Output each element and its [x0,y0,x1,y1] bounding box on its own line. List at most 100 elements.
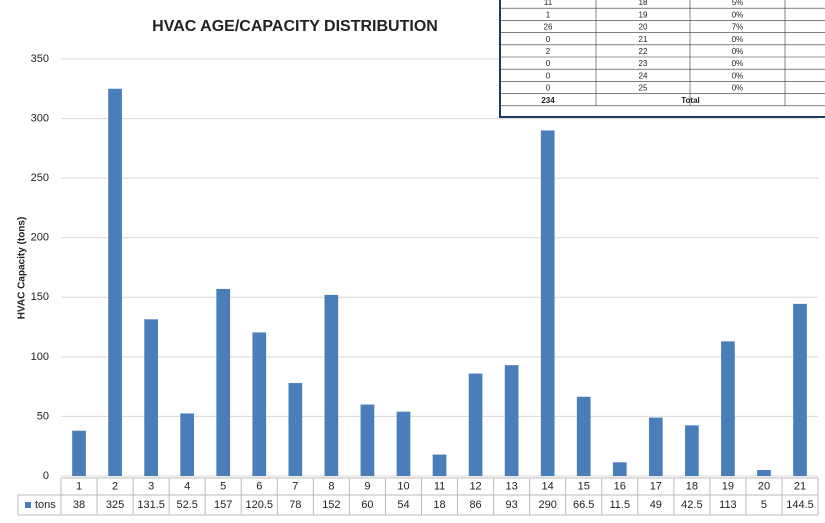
bar [540,130,555,476]
y-tick-label: 250 [31,172,49,184]
x-tick-label: 17 [650,480,662,492]
data-table-value: 66.5 [573,499,594,511]
data-table-value: 325 [106,499,124,511]
x-tick-label: 12 [469,480,481,492]
x-tick-label: 15 [578,480,590,492]
bar [432,454,447,476]
bar [576,396,591,476]
x-tick-label: 14 [542,480,554,492]
overlay-cell: 5% [732,0,744,7]
overlay-cell: 0% [732,10,744,19]
bar [144,319,158,476]
data-table-value: 49 [650,499,662,511]
overlay-cell: 21 [639,35,648,44]
x-tick-label: 7 [292,480,298,492]
overlay-cell: Total [681,96,700,105]
data-table-value: 120.5 [246,499,274,511]
overlay-bg [499,0,825,118]
x-tick-label: 18 [686,480,698,492]
x-tick-label: 5 [220,480,226,492]
x-tick-label: 10 [397,480,409,492]
bar [252,332,267,476]
overlay-cell: 25 [639,84,648,93]
bar [685,425,699,476]
data-table-value: 38 [73,499,85,511]
x-tick-label: 20 [758,480,770,492]
y-tick-label: 0 [43,470,49,482]
overlay-cell: 19 [639,10,648,19]
bar [108,88,122,477]
x-tick-label: 6 [256,480,262,492]
data-table-value: 5 [761,499,767,511]
bar [612,462,627,476]
overlay-cell: 7% [732,23,744,32]
bar [288,383,303,476]
y-axis-title: HVAC Capacity (tons) [17,217,28,320]
legend-label: tons [35,499,56,511]
data-table-value: 60 [361,499,373,511]
x-tick-label: 19 [722,480,734,492]
x-tick-label: 13 [506,480,518,492]
data-table-value: 131.5 [137,499,165,511]
overlay-cell: 0% [732,71,744,80]
overlay-cell: 20 [639,23,648,32]
bar [648,417,663,476]
overlay-cell: 1 [546,10,551,19]
bar [72,430,86,476]
x-tick-label: 2 [112,480,118,492]
x-tick-label: 21 [794,480,806,492]
x-tick-label: 9 [364,480,370,492]
y-tick-label: 350 [31,53,49,65]
data-table-value: 18 [433,499,445,511]
data-table-value: 93 [506,499,518,511]
x-tick-label: 1 [76,480,82,492]
chart-title: HVAC AGE/CAPACITY DISTRIBUTION [152,18,438,35]
overlay-cell: 0% [732,84,744,93]
data-table-value: 144.5 [786,499,814,511]
y-tick-label: 150 [31,291,49,303]
overlay-cell: 18 [639,0,648,7]
data-table-value: 52.5 [176,499,197,511]
overlay-cell: 234 [541,96,555,105]
y-tick-label: 200 [31,232,49,244]
data-table-value: 86 [469,499,481,511]
data-table-value: 11.5 [609,499,630,511]
bar [757,470,771,476]
overlay-cell: 0% [732,47,744,56]
x-tick-label: 11 [434,480,445,492]
overlay-cell: 0% [732,35,744,44]
overlay-cell: 23 [639,59,648,68]
bar [504,365,519,476]
bar [180,413,195,476]
overlay-cell: 11 [544,0,553,7]
data-table-value: 157 [214,499,232,511]
overlay-cell: 24 [639,71,648,80]
overlay-cell: 0 [546,71,551,80]
overlay-cell: 22 [639,47,648,56]
data-table-value: 290 [538,499,556,511]
bar [396,411,411,476]
overlay-cell: 2 [546,47,551,56]
bar [324,294,339,476]
data-table-value: 152 [322,499,340,511]
overlay-cell: 0% [732,59,744,68]
bar [793,303,807,476]
bar [216,288,231,476]
data-table-value: 78 [289,499,301,511]
x-tick-label: 16 [614,480,626,492]
overlay-cell: 0 [546,35,551,44]
x-tick-label: 8 [328,480,334,492]
y-tick-label: 100 [31,351,49,363]
data-table-value: 42.5 [681,499,702,511]
overlay-cell: 0 [546,84,551,93]
y-tick-label: 50 [37,410,49,422]
data-table-value: 54 [397,499,409,511]
bar [721,341,735,476]
bar [468,373,483,476]
x-tick-label: 3 [148,480,154,492]
overlay-cell: 0 [546,59,551,68]
x-tick-label: 4 [184,480,190,492]
legend-swatch [25,502,31,508]
data-table-value: 113 [719,499,737,511]
